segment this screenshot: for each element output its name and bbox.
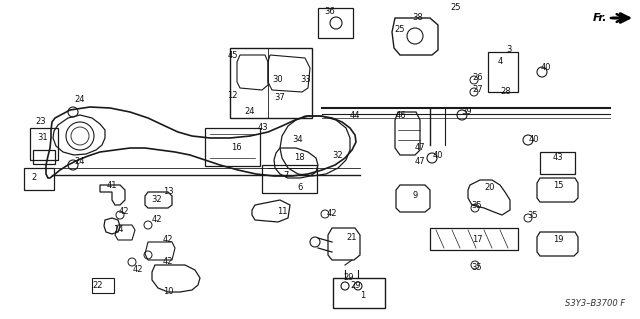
Text: 35: 35 (472, 263, 483, 272)
Text: 17: 17 (472, 235, 483, 244)
Text: 41: 41 (107, 181, 117, 189)
Text: 29: 29 (351, 281, 361, 291)
Text: 45: 45 (228, 50, 238, 60)
Text: 47: 47 (415, 144, 426, 152)
Text: 38: 38 (413, 13, 424, 23)
Text: 10: 10 (163, 287, 173, 296)
Text: 44: 44 (349, 112, 360, 121)
Text: 42: 42 (327, 210, 337, 219)
Text: 42: 42 (119, 207, 129, 217)
Text: 43: 43 (553, 153, 563, 162)
Text: 43: 43 (258, 123, 268, 132)
Bar (318, 8, 353, 38)
Text: 7: 7 (284, 170, 289, 180)
Text: 27: 27 (473, 85, 483, 94)
Text: 3: 3 (506, 46, 512, 55)
Text: 2: 2 (31, 174, 36, 182)
Text: 29: 29 (344, 273, 355, 283)
Text: 19: 19 (553, 235, 563, 244)
Text: 24: 24 (75, 95, 85, 105)
Bar (30, 128, 58, 160)
Text: 12: 12 (227, 91, 237, 100)
Bar (540, 152, 575, 174)
Text: 35: 35 (528, 211, 538, 219)
Text: 24: 24 (75, 158, 85, 167)
Text: 40: 40 (541, 63, 551, 72)
Text: 11: 11 (276, 207, 287, 217)
Text: 21: 21 (347, 234, 357, 242)
Text: 20: 20 (484, 183, 495, 192)
Text: 46: 46 (396, 110, 406, 120)
Bar (333, 278, 385, 308)
Text: 32: 32 (333, 152, 343, 160)
Text: 26: 26 (473, 72, 483, 81)
Text: 9: 9 (412, 190, 418, 199)
Text: 42: 42 (163, 235, 173, 244)
Text: 4: 4 (497, 57, 502, 66)
Text: 40: 40 (433, 151, 444, 160)
Text: 32: 32 (152, 196, 163, 204)
Text: 31: 31 (38, 133, 48, 143)
Text: 6: 6 (298, 183, 303, 192)
Text: 24: 24 (244, 108, 255, 116)
Bar (488, 52, 518, 92)
Text: 13: 13 (163, 188, 173, 197)
Text: 28: 28 (500, 87, 511, 97)
Text: 15: 15 (553, 181, 563, 189)
Text: 18: 18 (294, 153, 304, 162)
Text: 25: 25 (451, 4, 461, 12)
Text: 42: 42 (163, 257, 173, 266)
Text: 42: 42 (152, 216, 163, 225)
Bar (262, 165, 317, 193)
Text: 47: 47 (415, 158, 426, 167)
Text: 30: 30 (273, 76, 284, 85)
Text: 36: 36 (324, 8, 335, 17)
Text: 1: 1 (360, 292, 365, 300)
Bar (430, 228, 518, 250)
Text: 23: 23 (36, 117, 46, 127)
Text: 34: 34 (292, 136, 303, 145)
Text: 25: 25 (395, 26, 405, 34)
Text: 37: 37 (275, 93, 285, 102)
Text: 16: 16 (230, 144, 241, 152)
Text: S3Y3–B3700 F: S3Y3–B3700 F (564, 299, 625, 308)
Bar (92, 278, 114, 293)
Text: Fr.: Fr. (593, 13, 607, 23)
Text: 42: 42 (132, 265, 143, 275)
Bar (33, 150, 55, 164)
Text: 33: 33 (301, 76, 312, 85)
Text: 40: 40 (529, 136, 540, 145)
Bar (24, 168, 54, 190)
Text: 35: 35 (472, 201, 483, 210)
Bar (230, 48, 312, 118)
Text: 22: 22 (93, 280, 103, 290)
Text: 14: 14 (113, 226, 124, 234)
Bar (205, 128, 260, 166)
Text: 39: 39 (461, 108, 472, 116)
